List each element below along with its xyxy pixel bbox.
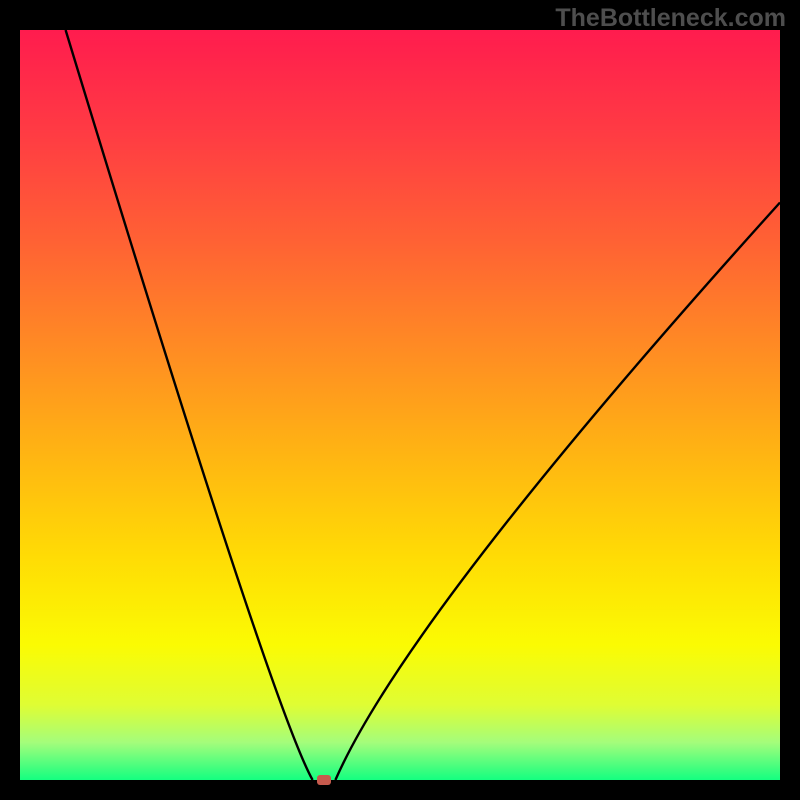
watermark-text: TheBottleneck.com [555,4,786,33]
gradient-background [20,30,780,780]
optimum-marker [317,775,331,785]
plot-area [20,30,780,780]
chart-frame: TheBottleneck.com [0,0,800,800]
